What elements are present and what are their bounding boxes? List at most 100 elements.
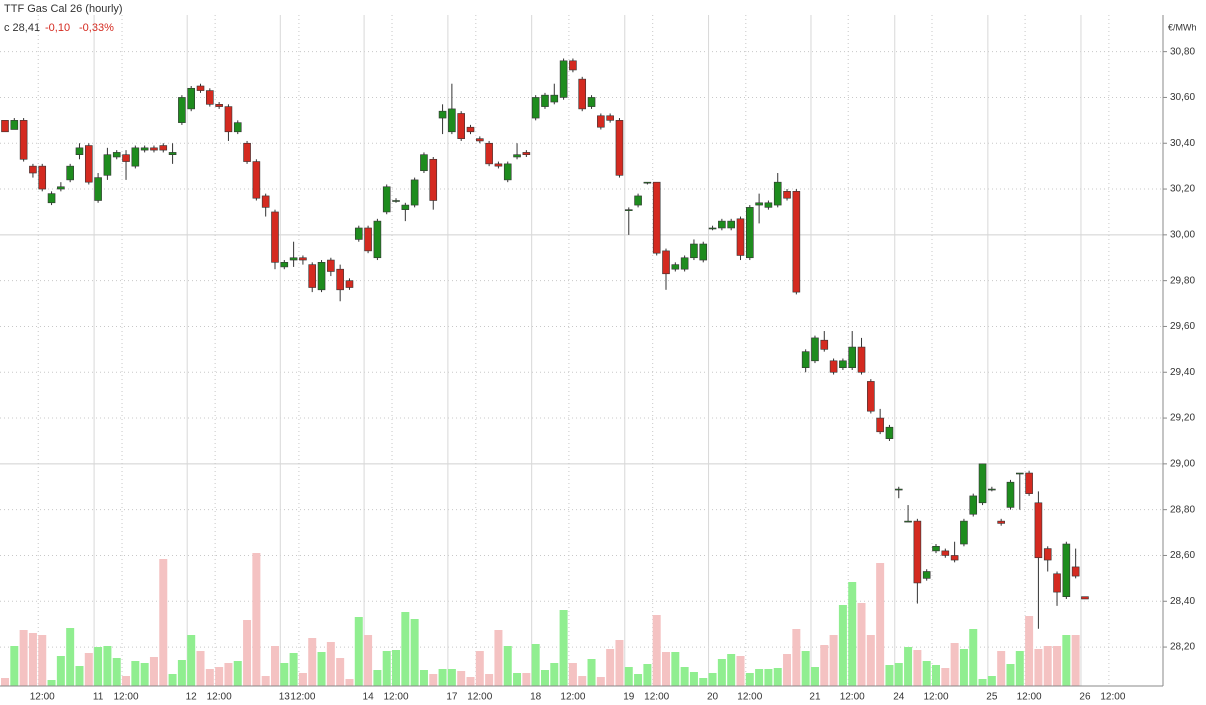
volume-bar bbox=[876, 563, 885, 686]
candle-body bbox=[680, 257, 689, 270]
volume-bar bbox=[38, 635, 47, 686]
volume-bar bbox=[848, 582, 857, 686]
volume-bar bbox=[168, 674, 177, 686]
candle-body bbox=[57, 186, 65, 190]
candle-body bbox=[457, 113, 465, 139]
candle-body bbox=[792, 191, 801, 293]
candle-body bbox=[662, 250, 670, 275]
candle-body bbox=[932, 546, 940, 552]
volume-bar bbox=[280, 663, 289, 686]
candle-body bbox=[913, 520, 922, 584]
volume-bar bbox=[94, 647, 103, 686]
candle-body bbox=[420, 154, 428, 172]
candle-body bbox=[224, 106, 233, 133]
candle-body bbox=[466, 126, 475, 133]
volume-bar bbox=[783, 654, 792, 686]
volume-bar bbox=[987, 676, 996, 686]
last-price: c 28,41 bbox=[4, 22, 40, 34]
candle-body bbox=[829, 360, 838, 373]
volume-bar bbox=[913, 650, 922, 686]
volume-bar bbox=[196, 651, 205, 686]
candle-body bbox=[634, 195, 642, 206]
candle-body bbox=[131, 147, 140, 167]
volume-bar bbox=[298, 673, 307, 686]
candle-body bbox=[1081, 596, 1089, 600]
y-tick-label: 28,80 bbox=[1170, 504, 1195, 515]
x-tick-label: 12:00 bbox=[737, 692, 762, 703]
volume-bar bbox=[122, 676, 131, 686]
volume-bar bbox=[354, 617, 363, 686]
grid bbox=[0, 15, 1167, 686]
volume-bar bbox=[894, 663, 903, 686]
x-tick-label: 26 bbox=[1079, 692, 1091, 703]
x-tick-label: 12:00 bbox=[560, 692, 585, 703]
volume-bar bbox=[336, 658, 345, 686]
volume-bar bbox=[187, 635, 196, 686]
volume-bar bbox=[727, 654, 736, 686]
x-tick-label: 12:00 bbox=[1017, 692, 1042, 703]
candle-body bbox=[1034, 502, 1043, 559]
x-tick-label: 12:00 bbox=[207, 692, 232, 703]
candle-body bbox=[969, 495, 978, 515]
candle-body bbox=[94, 177, 102, 201]
volume-bar bbox=[326, 642, 335, 686]
volume-bar bbox=[233, 661, 242, 686]
volume-bar bbox=[466, 677, 475, 686]
candle-body bbox=[885, 426, 894, 439]
candle-body bbox=[745, 207, 754, 259]
volume-bar bbox=[1025, 616, 1034, 686]
candle-body bbox=[606, 115, 614, 121]
y-tick-label: 29,40 bbox=[1170, 367, 1195, 378]
candle-body bbox=[47, 193, 56, 204]
x-tick-label: 12:00 bbox=[114, 692, 139, 703]
candle-body bbox=[1006, 481, 1015, 508]
volume-bar bbox=[401, 612, 410, 686]
volume-bar bbox=[857, 603, 866, 686]
volume-bar bbox=[652, 615, 661, 686]
candle-body bbox=[327, 259, 335, 272]
y-tick-label: 29,60 bbox=[1170, 321, 1195, 332]
volume-bar bbox=[10, 646, 19, 686]
volume-bar bbox=[75, 666, 84, 686]
candle-body bbox=[448, 108, 456, 133]
x-tick-label: 12:00 bbox=[290, 692, 315, 703]
volume-bar bbox=[289, 653, 298, 686]
candle-body bbox=[494, 163, 503, 167]
candle-body bbox=[988, 488, 996, 491]
volume-bar bbox=[978, 679, 987, 686]
volume-bar bbox=[932, 665, 940, 686]
volume-bar bbox=[792, 629, 801, 686]
candle-body bbox=[1025, 472, 1033, 494]
x-tick-label: 20 bbox=[707, 692, 719, 703]
volume-bar bbox=[47, 680, 56, 686]
volume-bar bbox=[820, 645, 829, 686]
volume-bar bbox=[317, 652, 326, 686]
candle-body bbox=[503, 163, 512, 181]
volume-bar bbox=[838, 605, 847, 686]
x-tick-label: 12:00 bbox=[923, 692, 948, 703]
candle-body bbox=[243, 142, 251, 162]
candle-body bbox=[941, 550, 950, 556]
volume-bar bbox=[224, 663, 233, 686]
candle-body bbox=[336, 268, 344, 291]
y-tick-label: 29,20 bbox=[1170, 413, 1195, 424]
candle-body bbox=[280, 262, 289, 268]
candle-body bbox=[801, 351, 810, 368]
volume-bar bbox=[19, 630, 28, 686]
candle-body bbox=[196, 85, 205, 91]
volume-bar bbox=[261, 676, 270, 686]
volume-bar bbox=[550, 663, 559, 686]
x-tick-label: 12:00 bbox=[30, 692, 55, 703]
candle-body bbox=[755, 202, 763, 206]
x-tick-label: 25 bbox=[986, 692, 998, 703]
volume-bar bbox=[810, 667, 819, 686]
volume-bar bbox=[429, 674, 438, 686]
candle-body bbox=[904, 520, 912, 523]
candle-body bbox=[811, 337, 819, 362]
volume-bar bbox=[885, 665, 894, 686]
candle-body bbox=[429, 158, 438, 201]
candle-body bbox=[690, 243, 698, 259]
volume-bar bbox=[997, 651, 1006, 686]
candle-body bbox=[122, 154, 130, 162]
volume-bar bbox=[689, 672, 698, 686]
